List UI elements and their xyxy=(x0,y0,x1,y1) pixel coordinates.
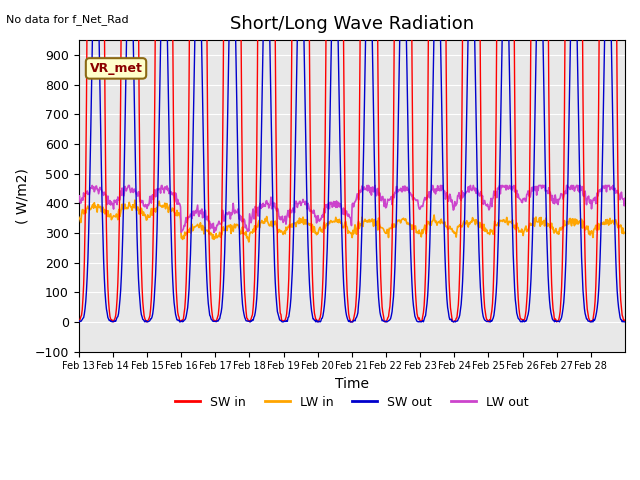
Y-axis label: ( W/m2): ( W/m2) xyxy=(15,168,29,224)
Legend: SW in, LW in, SW out, LW out: SW in, LW in, SW out, LW out xyxy=(170,391,533,414)
Text: No data for f_Net_Rad: No data for f_Net_Rad xyxy=(6,14,129,25)
X-axis label: Time: Time xyxy=(335,377,369,391)
Text: VR_met: VR_met xyxy=(90,62,143,75)
Title: Short/Long Wave Radiation: Short/Long Wave Radiation xyxy=(230,15,474,33)
